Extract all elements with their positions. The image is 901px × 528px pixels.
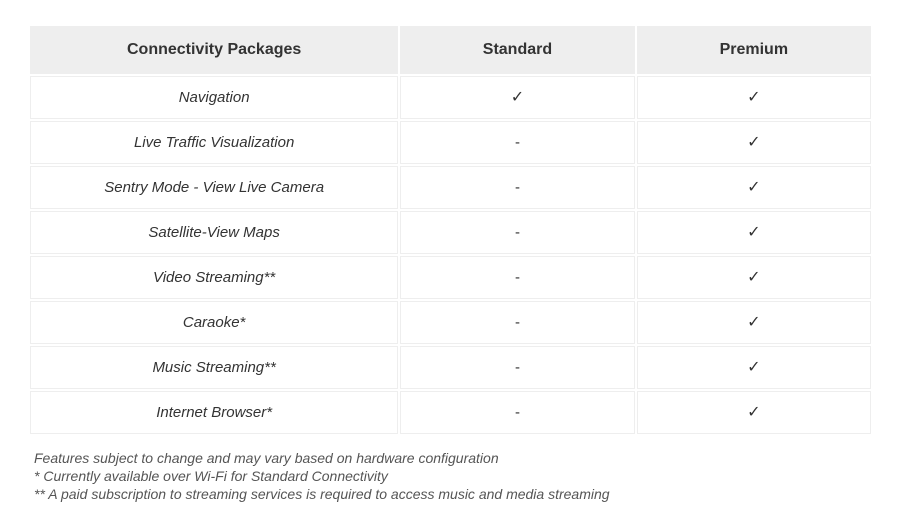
premium-cell: ✓ xyxy=(637,76,871,119)
feature-name: Video Streaming** xyxy=(30,256,398,299)
table-row: Live Traffic Visualization - ✓ xyxy=(30,121,871,164)
connectivity-packages-table: Connectivity Packages Standard Premium N… xyxy=(28,24,873,436)
feature-name: Music Streaming** xyxy=(30,346,398,389)
column-header-standard: Standard xyxy=(400,26,634,74)
check-icon: ✓ xyxy=(747,179,760,196)
table-row: Music Streaming** - ✓ xyxy=(30,346,871,389)
dash-icon: - xyxy=(515,224,520,241)
dash-icon: - xyxy=(515,134,520,151)
check-icon: ✓ xyxy=(747,359,760,376)
dash-icon: - xyxy=(515,269,520,286)
check-icon: ✓ xyxy=(747,89,760,106)
dash-icon: - xyxy=(515,359,520,376)
standard-cell: - xyxy=(400,301,634,344)
check-icon: ✓ xyxy=(747,314,760,331)
premium-cell: ✓ xyxy=(637,211,871,254)
footnote-line: Features subject to change and may vary … xyxy=(34,450,873,466)
table-row: Caraoke* - ✓ xyxy=(30,301,871,344)
check-icon: ✓ xyxy=(511,89,524,106)
table-row: Satellite-View Maps - ✓ xyxy=(30,211,871,254)
table-row: Internet Browser* - ✓ xyxy=(30,391,871,434)
column-header-premium: Premium xyxy=(637,26,871,74)
table-row: Navigation ✓ ✓ xyxy=(30,76,871,119)
check-icon: ✓ xyxy=(747,269,760,286)
footnotes: Features subject to change and may vary … xyxy=(28,450,873,502)
standard-cell: ✓ xyxy=(400,76,634,119)
column-header-feature: Connectivity Packages xyxy=(30,26,398,74)
check-icon: ✓ xyxy=(747,134,760,151)
feature-name: Internet Browser* xyxy=(30,391,398,434)
premium-cell: ✓ xyxy=(637,166,871,209)
feature-name: Live Traffic Visualization xyxy=(30,121,398,164)
standard-cell: - xyxy=(400,166,634,209)
premium-cell: ✓ xyxy=(637,346,871,389)
standard-cell: - xyxy=(400,346,634,389)
table-row: Video Streaming** - ✓ xyxy=(30,256,871,299)
table-header: Connectivity Packages Standard Premium xyxy=(30,26,871,74)
standard-cell: - xyxy=(400,211,634,254)
standard-cell: - xyxy=(400,121,634,164)
table-row: Sentry Mode - View Live Camera - ✓ xyxy=(30,166,871,209)
feature-name: Sentry Mode - View Live Camera xyxy=(30,166,398,209)
premium-cell: ✓ xyxy=(637,121,871,164)
check-icon: ✓ xyxy=(747,404,760,421)
footnote-line: ** A paid subscription to streaming serv… xyxy=(34,486,873,502)
feature-name: Satellite-View Maps xyxy=(30,211,398,254)
footnote-line: * Currently available over Wi-Fi for Sta… xyxy=(34,468,873,484)
dash-icon: - xyxy=(515,179,520,196)
premium-cell: ✓ xyxy=(637,391,871,434)
dash-icon: - xyxy=(515,404,520,421)
standard-cell: - xyxy=(400,256,634,299)
dash-icon: - xyxy=(515,314,520,331)
feature-name: Navigation xyxy=(30,76,398,119)
feature-name: Caraoke* xyxy=(30,301,398,344)
table-body: Navigation ✓ ✓ Live Traffic Visualization - ✓… xyxy=(30,76,871,434)
check-icon: ✓ xyxy=(747,224,760,241)
premium-cell: ✓ xyxy=(637,301,871,344)
standard-cell: - xyxy=(400,391,634,434)
premium-cell: ✓ xyxy=(637,256,871,299)
